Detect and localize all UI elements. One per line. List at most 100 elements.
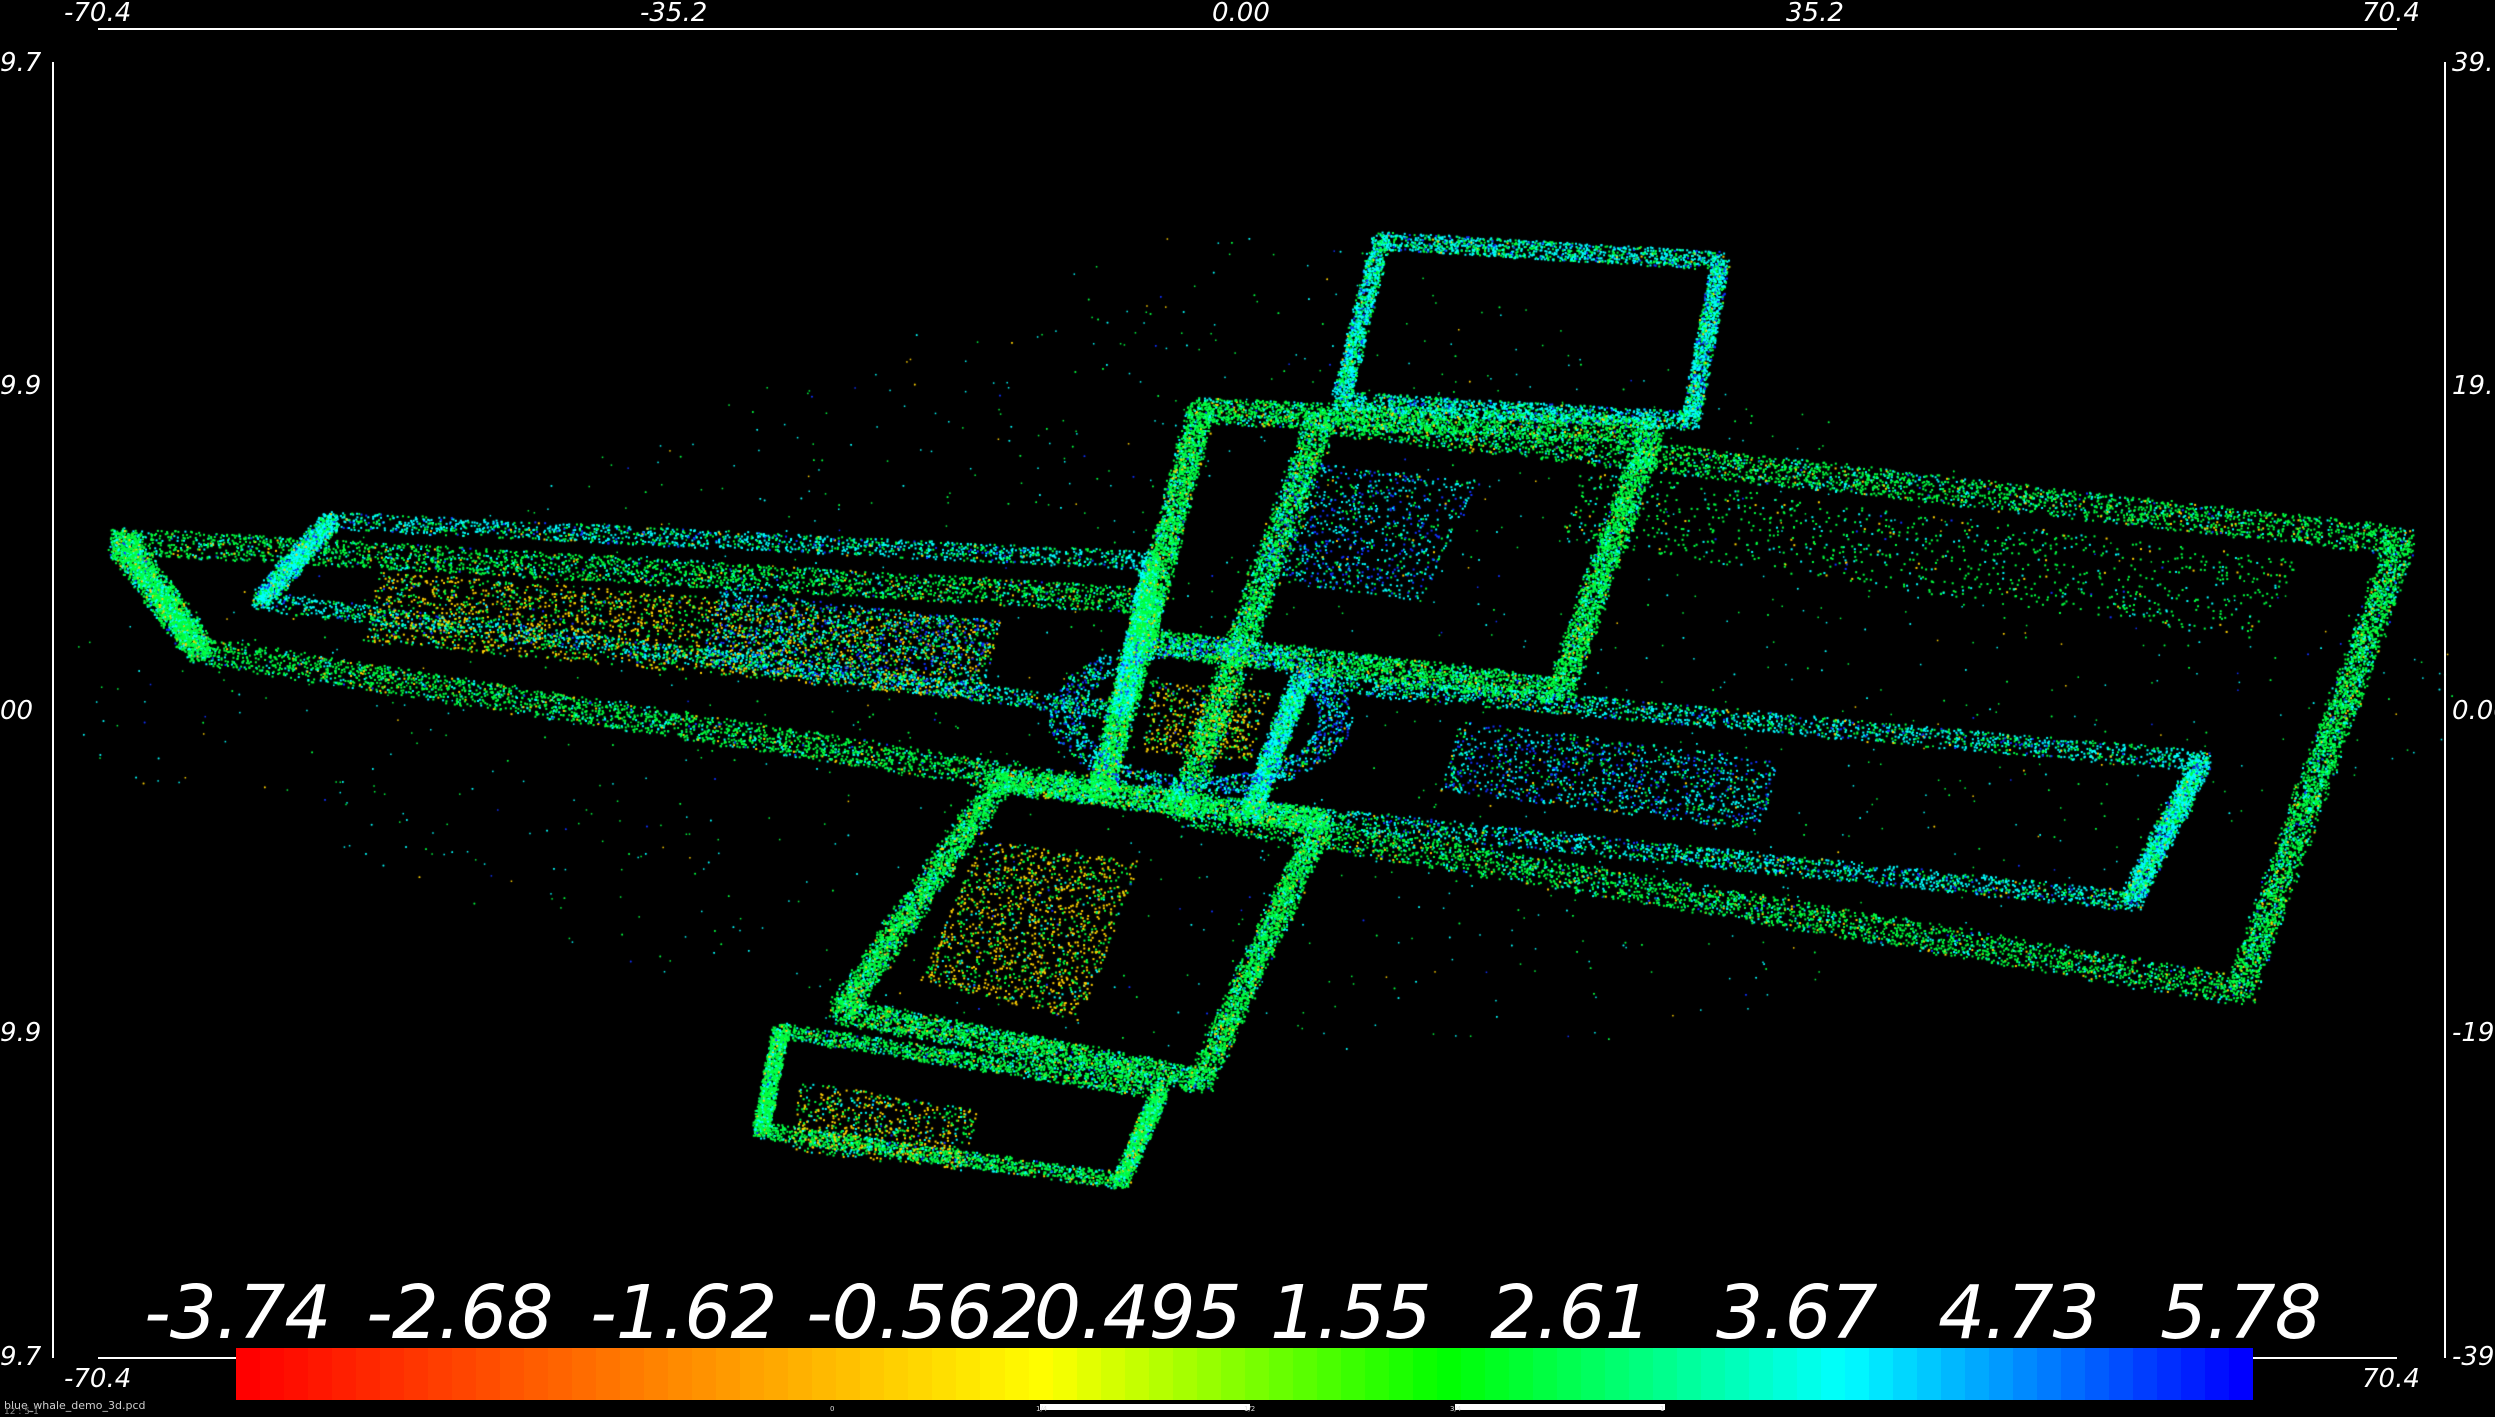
scalar-colorbar xyxy=(236,1348,2254,1400)
bottom-tick-label: -70.4 xyxy=(64,1364,132,1394)
colorbar-step xyxy=(548,1348,573,1400)
colorbar-step xyxy=(1028,1348,1053,1400)
colorbar-step xyxy=(884,1348,909,1400)
colorbar-step xyxy=(1773,1348,1798,1400)
colorbar-step xyxy=(2061,1348,2086,1400)
colorbar-step xyxy=(1460,1348,1485,1400)
colorbar-step xyxy=(1893,1348,1918,1400)
colorbar-step xyxy=(236,1348,261,1400)
colorbar-step xyxy=(908,1348,933,1400)
colorbar-step xyxy=(1989,1348,2014,1400)
colorbar-step xyxy=(644,1348,669,1400)
colorbar-step xyxy=(2133,1348,2158,1400)
colorbar-step xyxy=(1628,1348,1653,1400)
colorbar-step xyxy=(668,1348,693,1400)
colorbar-step xyxy=(1676,1348,1701,1400)
colorbar-label: 1.55 xyxy=(1270,1270,1432,1356)
colorbar-label: 3.67 xyxy=(1716,1270,1878,1356)
top-tick-label: -70.4 xyxy=(64,0,132,28)
colorbar-step xyxy=(2013,1348,2038,1400)
colorbar-step xyxy=(2157,1348,2182,1400)
colorbar-step xyxy=(1268,1348,1293,1400)
right-tick-label: -19. xyxy=(2452,1018,2495,1048)
colorbar-step xyxy=(332,1348,357,1400)
left-tick-label: 9.7 xyxy=(0,1342,42,1372)
colorbar-step xyxy=(1148,1348,1173,1400)
colorbar-step xyxy=(1845,1348,1870,1400)
colorbar-label: 5.78 xyxy=(2160,1270,2322,1356)
colorbar-step xyxy=(716,1348,741,1400)
colorbar-step xyxy=(260,1348,285,1400)
mini-bar-label: 1 xyxy=(1660,1405,1665,1413)
right-tick-label: -39 xyxy=(2452,1342,2495,1372)
colorbar-step xyxy=(1556,1348,1581,1400)
colorbar-step xyxy=(404,1348,429,1400)
mini-bar-segment xyxy=(1455,1404,1665,1410)
right-tick-label: 0.00 xyxy=(2452,696,2495,726)
colorbar-step xyxy=(356,1348,381,1400)
mini-bar-label: 1/2 xyxy=(1244,1405,1256,1413)
colorbar-step xyxy=(2229,1348,2254,1400)
colorbar-step xyxy=(428,1348,453,1400)
mini-bar-label: 1/4 xyxy=(1036,1405,1048,1413)
colorbar-step xyxy=(308,1348,333,1400)
colorbar-step xyxy=(1100,1348,1125,1400)
left-tick-label: 00 xyxy=(0,696,34,726)
colorbar-label: 4.73 xyxy=(1938,1270,2100,1356)
top-axis-line xyxy=(98,28,2397,30)
colorbar-step xyxy=(1965,1348,1990,1400)
colorbar-step xyxy=(1821,1348,1846,1400)
colorbar-step xyxy=(1196,1348,1221,1400)
colorbar-step xyxy=(740,1348,765,1400)
colorbar-step xyxy=(596,1348,621,1400)
colorbar-step xyxy=(1532,1348,1557,1400)
colorbar-step xyxy=(1508,1348,1533,1400)
colorbar-step xyxy=(452,1348,477,1400)
colorbar-step xyxy=(1917,1348,1942,1400)
colorbar-step xyxy=(1412,1348,1437,1400)
colorbar-step xyxy=(1604,1348,1629,1400)
colorbar-label: -1.62 xyxy=(590,1270,777,1356)
colorbar-step xyxy=(1052,1348,1077,1400)
colorbar-step xyxy=(1292,1348,1317,1400)
colorbar-step xyxy=(1124,1348,1149,1400)
colorbar-step xyxy=(380,1348,405,1400)
mini-bar-label: 3/4 xyxy=(1450,1405,1462,1413)
colorbar-step xyxy=(1724,1348,1749,1400)
right-tick-label: 39. xyxy=(2452,48,2494,78)
colorbar-step xyxy=(1316,1348,1341,1400)
left-tick-label: 9.9 xyxy=(0,371,42,401)
colorbar-step xyxy=(1748,1348,1773,1400)
colorbar-step xyxy=(860,1348,885,1400)
mini-bar-segment xyxy=(1040,1404,1250,1410)
colorbar-step xyxy=(764,1348,789,1400)
colorbar-step xyxy=(1652,1348,1677,1400)
colorbar-step xyxy=(1364,1348,1389,1400)
top-tick-label: 35.2 xyxy=(1786,0,1844,28)
right-axis-line xyxy=(2444,62,2446,1358)
left-tick-label: 9.9 xyxy=(0,1018,42,1048)
left-axis-line xyxy=(52,62,54,1358)
colorbar-step xyxy=(980,1348,1005,1400)
colorbar-step xyxy=(1172,1348,1197,1400)
colorbar-step xyxy=(284,1348,309,1400)
colorbar-step xyxy=(1436,1348,1461,1400)
colorbar-step xyxy=(2181,1348,2206,1400)
colorbar-step xyxy=(956,1348,981,1400)
colorbar-step xyxy=(2085,1348,2110,1400)
colorbar-step xyxy=(2037,1348,2062,1400)
colorbar-label: -3.74 xyxy=(144,1270,331,1356)
colorbar-step xyxy=(812,1348,837,1400)
colorbar-step xyxy=(1244,1348,1269,1400)
colorbar-step xyxy=(1484,1348,1509,1400)
colorbar-step xyxy=(1076,1348,1101,1400)
colorbar-step xyxy=(524,1348,549,1400)
colorbar-step xyxy=(476,1348,501,1400)
colorbar-step xyxy=(2109,1348,2134,1400)
colorbar-step xyxy=(572,1348,597,1400)
colorbar-step xyxy=(1388,1348,1413,1400)
colorbar-step xyxy=(620,1348,645,1400)
colorbar-step xyxy=(1580,1348,1605,1400)
